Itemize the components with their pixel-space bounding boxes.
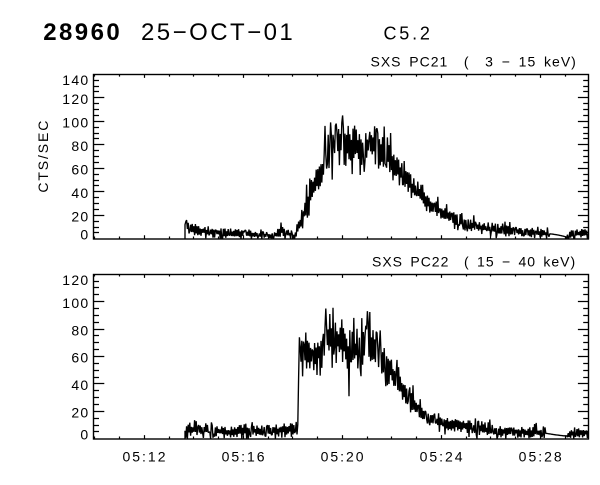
svg-text:20: 20 (71, 405, 89, 421)
svg-text:0: 0 (80, 227, 89, 243)
svg-text:C5.2: C5.2 (384, 24, 433, 44)
svg-text:28960: 28960 (43, 19, 122, 46)
svg-text:05:12: 05:12 (122, 449, 167, 465)
svg-text:40: 40 (71, 377, 89, 393)
svg-text:SXS PC21 ( 3 − 15 keV): SXS PC21 ( 3 − 15 keV) (371, 54, 577, 70)
svg-text:80: 80 (71, 138, 89, 154)
svg-text:05:20: 05:20 (321, 449, 366, 465)
svg-text:60: 60 (71, 162, 89, 178)
svg-text:05:24: 05:24 (420, 449, 465, 465)
svg-text:120: 120 (62, 272, 89, 288)
svg-text:100: 100 (62, 115, 89, 131)
svg-text:120: 120 (62, 91, 89, 107)
svg-text:SXS PC22 ( 15 − 40 keV): SXS PC22 ( 15 − 40 keV) (372, 254, 576, 270)
svg-text:100: 100 (62, 295, 89, 311)
svg-text:CTS/SEC: CTS/SEC (35, 119, 51, 193)
svg-text:05:28: 05:28 (519, 449, 564, 465)
svg-text:05:16: 05:16 (222, 449, 267, 465)
svg-text:140: 140 (62, 72, 89, 88)
svg-text:40: 40 (71, 185, 89, 201)
svg-text:80: 80 (71, 322, 89, 338)
svg-text:25−OCT−01: 25−OCT−01 (141, 19, 295, 46)
svg-text:60: 60 (71, 350, 89, 366)
svg-text:20: 20 (71, 209, 89, 225)
svg-text:0: 0 (80, 427, 89, 443)
